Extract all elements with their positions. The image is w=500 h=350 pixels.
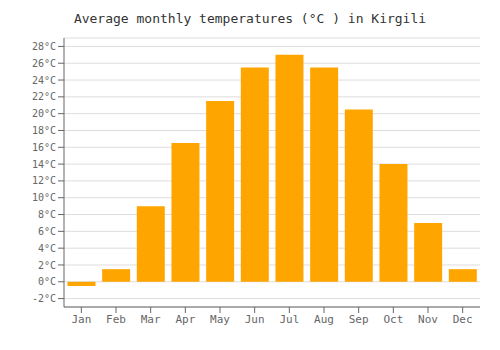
svg-text:Nov: Nov	[418, 313, 438, 326]
svg-text:20°C: 20°C	[32, 108, 56, 119]
svg-text:2°C: 2°C	[38, 260, 56, 271]
svg-text:6°C: 6°C	[38, 226, 56, 237]
svg-text:10°C: 10°C	[32, 192, 56, 203]
svg-text:Apr: Apr	[175, 313, 195, 326]
svg-text:28°C: 28°C	[32, 41, 56, 52]
svg-text:Jun: Jun	[245, 313, 265, 326]
svg-text:26°C: 26°C	[32, 58, 56, 69]
svg-text:8°C: 8°C	[38, 209, 56, 220]
svg-text:Feb: Feb	[106, 313, 126, 326]
svg-text:14°C: 14°C	[32, 159, 56, 170]
svg-text:Mar: Mar	[141, 313, 161, 326]
svg-text:18°C: 18°C	[32, 125, 56, 136]
svg-text:Oct: Oct	[383, 313, 403, 326]
svg-text:22°C: 22°C	[32, 91, 56, 102]
svg-text:Jan: Jan	[71, 313, 91, 326]
html-text:Average monthly temperatures (: Average monthly temperatures (°C ) in Ki…	[73, 11, 427, 26]
svg-text:16°C: 16°C	[32, 142, 56, 153]
svg-text:May: May	[210, 313, 230, 326]
svg-text:-2°C: -2°C	[32, 293, 56, 304]
svg-text:Sep: Sep	[349, 313, 369, 326]
svg-text:4°C: 4°C	[38, 243, 56, 254]
svg-text:24°C: 24°C	[32, 75, 56, 86]
svg-text:Jul: Jul	[279, 313, 299, 326]
svg-text:0°C: 0°C	[38, 276, 56, 287]
svg-text:12°C: 12°C	[32, 175, 56, 186]
svg-text:Dec: Dec	[453, 313, 473, 326]
svg-text:Aug: Aug	[314, 313, 334, 326]
